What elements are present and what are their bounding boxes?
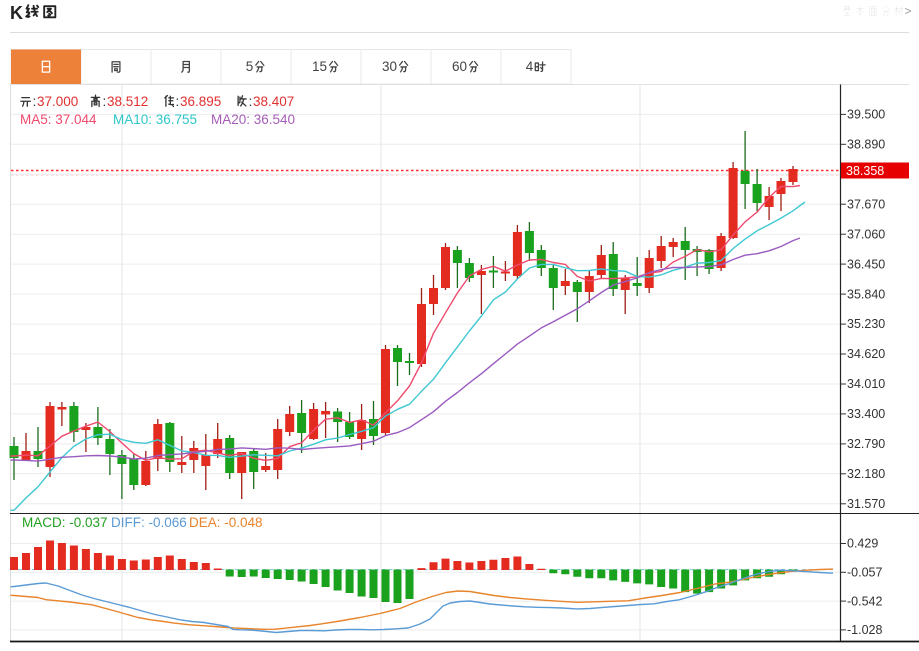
svg-text:MA5: 37.044: MA5: 37.044 xyxy=(20,112,97,127)
svg-text:MA10: 36.755: MA10: 36.755 xyxy=(113,112,197,127)
svg-text:37.060: 37.060 xyxy=(847,227,885,241)
svg-text:DIFF: -0.066: DIFF: -0.066 xyxy=(111,515,187,530)
svg-text:MACD: -0.037: MACD: -0.037 xyxy=(22,515,108,530)
svg-text:33.400: 33.400 xyxy=(847,407,885,421)
svg-text:15: 15 xyxy=(312,59,327,74)
svg-text:36.895: 36.895 xyxy=(180,94,221,109)
svg-text:K: K xyxy=(10,3,23,23)
svg-text:38.358: 38.358 xyxy=(846,164,884,178)
svg-text:38.407: 38.407 xyxy=(253,94,294,109)
svg-text:38.890: 38.890 xyxy=(847,138,885,152)
svg-text:35.840: 35.840 xyxy=(847,287,885,301)
svg-text:-0.542: -0.542 xyxy=(847,594,882,608)
svg-text:37.670: 37.670 xyxy=(847,197,885,211)
svg-text:38.512: 38.512 xyxy=(107,94,148,109)
svg-text::: : xyxy=(249,94,253,109)
svg-text:MA20: 36.540: MA20: 36.540 xyxy=(211,112,295,127)
svg-text:32.790: 32.790 xyxy=(847,437,885,451)
svg-text:DEA: -0.048: DEA: -0.048 xyxy=(189,515,263,530)
svg-text:32.180: 32.180 xyxy=(847,467,885,481)
svg-text:4: 4 xyxy=(526,59,534,74)
svg-text:5: 5 xyxy=(246,59,254,74)
svg-text:37.000: 37.000 xyxy=(37,94,78,109)
svg-text:60: 60 xyxy=(452,59,467,74)
svg-text:39.500: 39.500 xyxy=(847,108,885,122)
svg-text:-0.057: -0.057 xyxy=(847,566,882,580)
svg-text::: : xyxy=(176,94,180,109)
svg-text:34.010: 34.010 xyxy=(847,377,885,391)
svg-text:36.450: 36.450 xyxy=(847,257,885,271)
svg-text:34.620: 34.620 xyxy=(847,347,885,361)
svg-text:31.570: 31.570 xyxy=(847,497,885,511)
svg-text:0.429: 0.429 xyxy=(847,537,878,551)
svg-text:35.230: 35.230 xyxy=(847,317,885,331)
svg-text:>: > xyxy=(905,4,912,18)
svg-text:30: 30 xyxy=(382,59,397,74)
svg-text::: : xyxy=(103,94,107,109)
svg-text::: : xyxy=(33,94,37,109)
svg-text:-1.028: -1.028 xyxy=(847,623,882,637)
